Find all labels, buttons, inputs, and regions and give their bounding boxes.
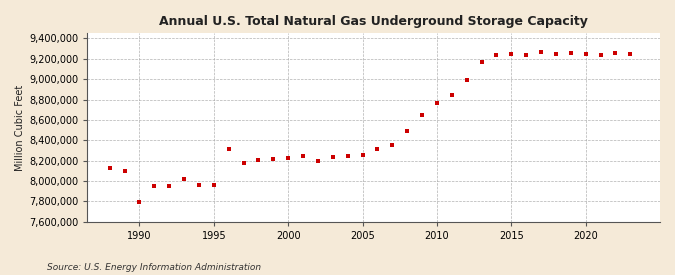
- Title: Annual U.S. Total Natural Gas Underground Storage Capacity: Annual U.S. Total Natural Gas Undergroun…: [159, 15, 588, 28]
- Point: [402, 129, 412, 133]
- Point: [149, 184, 160, 188]
- Y-axis label: Million Cubic Feet: Million Cubic Feet: [15, 84, 25, 171]
- Point: [238, 160, 249, 165]
- Point: [506, 51, 516, 56]
- Point: [580, 51, 591, 56]
- Point: [520, 53, 531, 57]
- Point: [253, 157, 264, 162]
- Point: [431, 100, 442, 105]
- Point: [491, 53, 502, 57]
- Point: [342, 153, 353, 158]
- Point: [134, 200, 145, 205]
- Point: [313, 158, 323, 163]
- Point: [461, 78, 472, 82]
- Text: Source: U.S. Energy Information Administration: Source: U.S. Energy Information Administ…: [47, 263, 261, 272]
- Point: [610, 51, 621, 55]
- Point: [357, 152, 368, 157]
- Point: [476, 60, 487, 64]
- Point: [551, 51, 562, 56]
- Point: [372, 147, 383, 152]
- Point: [298, 153, 308, 158]
- Point: [179, 177, 190, 181]
- Point: [283, 155, 294, 160]
- Point: [625, 51, 636, 56]
- Point: [268, 156, 279, 161]
- Point: [223, 147, 234, 152]
- Point: [327, 154, 338, 159]
- Point: [119, 169, 130, 173]
- Point: [595, 53, 606, 57]
- Point: [446, 93, 457, 98]
- Point: [536, 50, 547, 54]
- Point: [105, 166, 115, 170]
- Point: [416, 112, 427, 117]
- Point: [194, 183, 205, 187]
- Point: [164, 184, 175, 188]
- Point: [209, 183, 219, 187]
- Point: [387, 143, 398, 148]
- Point: [566, 51, 576, 55]
